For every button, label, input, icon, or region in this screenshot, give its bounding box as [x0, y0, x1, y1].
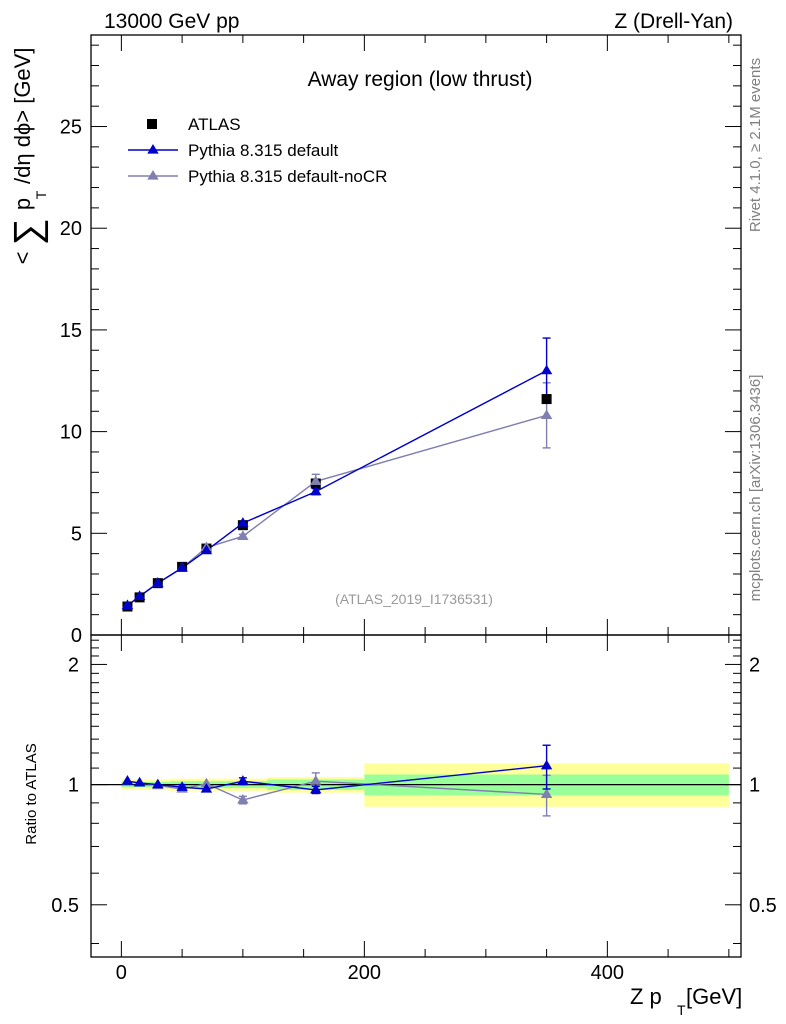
ratio-point — [200, 783, 213, 793]
main-y-tick-label: 20 — [60, 218, 82, 240]
ratio-point — [121, 775, 134, 785]
legend: ATLAS Pythia 8.315 default Pythia 8.315 de… — [128, 115, 387, 186]
ratio-y-tick-label-right: 1 — [749, 775, 760, 797]
ratio-plot: 0.5 0.5 1 1 2 2 0 200 400 — [51, 634, 777, 984]
header-right-label: Z (Drell-Yan) — [614, 10, 733, 33]
x-tick-label: 0 — [116, 962, 127, 984]
mc-point — [237, 517, 249, 527]
x-tick-label: 400 — [591, 962, 624, 984]
ratio-point — [540, 759, 553, 770]
main-plot-title: Away region (low thrust) — [308, 68, 533, 91]
legend-label: ATLAS — [188, 115, 241, 134]
mc-point — [310, 475, 322, 486]
main-plot: 0 5 10 15 20 25 Away region (low thrust) (ATL… — [60, 34, 742, 647]
legend-marker-mc — [147, 144, 159, 154]
mc-point — [237, 530, 249, 540]
mcplots-label: mcplots.cern.ch [arXiv:1306.3436] — [747, 375, 764, 602]
ratio-y-axis-label: Ratio to ATLAS — [23, 743, 40, 844]
ratio-y-tick-label: 0.5 — [51, 895, 79, 917]
ratio-y-tick-label-right: 0.5 — [749, 895, 777, 917]
y-label-rest: /dη dϕ> [GeV] — [10, 48, 35, 184]
ratio-point — [133, 776, 146, 787]
main-y-tick-label: 15 — [60, 320, 82, 342]
mc-point — [200, 544, 213, 555]
ratio-point — [176, 781, 188, 791]
legend-label: Pythia 8.315 default-noCR — [188, 167, 387, 186]
mc-point — [152, 577, 164, 587]
x-axis-label: Z p T [GeV] — [630, 984, 742, 1018]
mc-point — [133, 590, 146, 600]
ratio-point — [200, 777, 213, 788]
y-label-p: p — [10, 198, 35, 210]
x-label-main: Z p — [630, 984, 662, 1009]
legend-marker-atlas — [147, 119, 157, 129]
ratio-point — [310, 783, 322, 794]
data-point — [541, 394, 552, 405]
ratio-y-tick-label-right: 2 — [749, 654, 760, 676]
ratio-point — [540, 788, 553, 799]
ratio-axes: 0.5 0.5 1 1 2 2 0 200 400 — [51, 634, 777, 984]
main-y-tick-label: 10 — [60, 422, 82, 444]
main-y-tick-label: 25 — [60, 117, 82, 139]
mc-point — [310, 485, 322, 496]
ratio-point — [237, 775, 249, 785]
mc-point — [176, 561, 188, 572]
x-label-sub: T — [677, 1002, 686, 1018]
header-left-label: 13000 GeV pp — [104, 10, 239, 33]
y-label-sum: ∑ — [7, 218, 49, 245]
ratio-point — [152, 778, 164, 789]
y-label-sub: T — [33, 190, 49, 199]
x-label-rest: [GeV] — [686, 984, 742, 1009]
mc-point — [121, 599, 134, 610]
ratio-frame — [90, 634, 742, 958]
main-series-layer — [121, 337, 553, 612]
mc-point — [540, 364, 553, 375]
ratio-y-tick-label: 2 — [68, 654, 79, 676]
ratio-point — [310, 775, 322, 785]
legend-marker-mc — [147, 170, 159, 180]
mc-point — [540, 409, 553, 419]
main-y-tick-label: 5 — [71, 523, 82, 545]
legend-label: Pythia 8.315 default — [188, 141, 339, 160]
ratio-y-tick-label: 1 — [68, 775, 79, 797]
x-tick-label: 200 — [348, 962, 381, 984]
main-y-tick-label: 0 — [71, 625, 82, 647]
main-y-axis-label: < ∑ p T /dη dϕ> [GeV] — [7, 48, 49, 265]
ratio-series-layer — [121, 744, 553, 817]
rivet-label: Rivet 4.1.0, ≥ 2.1M events — [747, 58, 764, 232]
watermark: (ATLAS_2019_I1736531) — [335, 591, 493, 607]
y-label-open: < — [10, 252, 35, 265]
ratio-point — [237, 794, 249, 804]
